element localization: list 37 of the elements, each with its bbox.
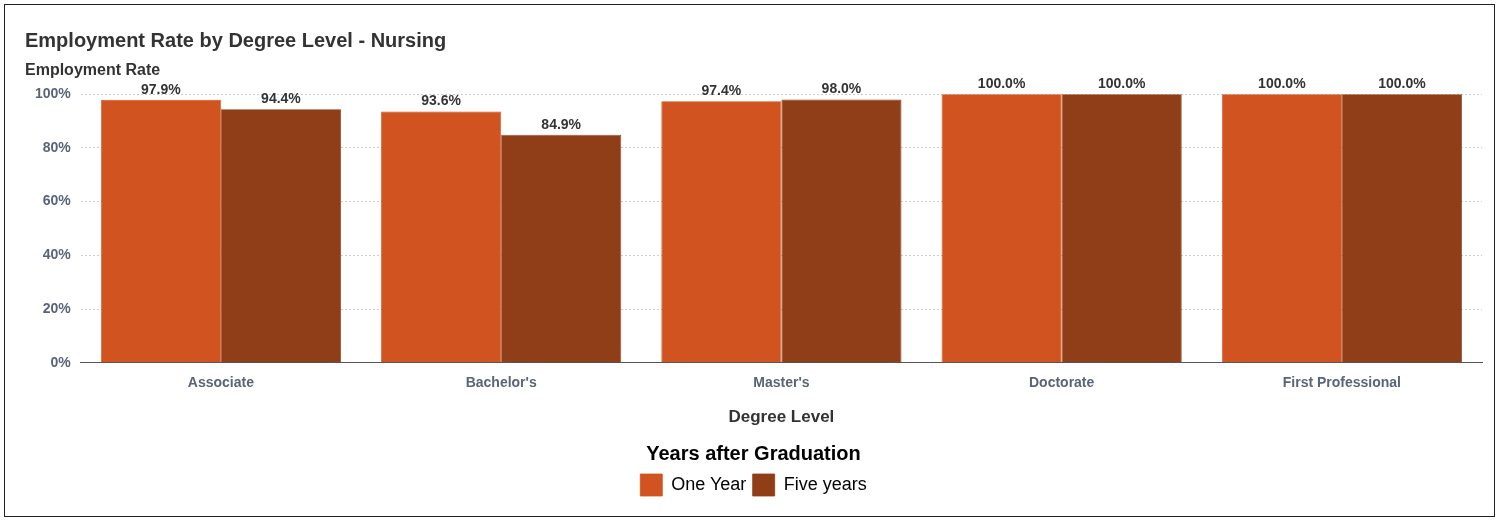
bar bbox=[661, 101, 782, 363]
data-label: 100.0% bbox=[1378, 75, 1427, 92]
x-tick-label: First Professional bbox=[1282, 374, 1402, 391]
x-tick-label: Bachelor's bbox=[465, 374, 537, 391]
bar bbox=[781, 99, 902, 363]
bar bbox=[1341, 94, 1462, 363]
data-label: 100.0% bbox=[1258, 75, 1307, 92]
y-tick-label: 80% bbox=[42, 138, 72, 155]
x-tick-label: Master's bbox=[753, 374, 810, 391]
bar bbox=[381, 111, 502, 363]
y-tick-label: 40% bbox=[42, 246, 72, 263]
bar bbox=[100, 99, 221, 363]
data-label: 100.0% bbox=[977, 75, 1026, 92]
data-label: 97.9% bbox=[141, 80, 182, 97]
y-tick-label: 20% bbox=[42, 299, 72, 316]
bar bbox=[941, 94, 1062, 363]
x-tick-label: Associate bbox=[187, 374, 255, 391]
y-tick-label: 60% bbox=[42, 192, 72, 209]
legend-title: Years after Graduation bbox=[646, 441, 861, 464]
data-label: 100.0% bbox=[1097, 75, 1146, 92]
chart-title: Employment Rate by Degree Level - Nursing bbox=[25, 28, 447, 51]
data-label: 94.4% bbox=[261, 90, 302, 107]
y-axis-title: Employment Rate bbox=[25, 61, 161, 79]
x-axis-title: Degree Level bbox=[728, 407, 835, 427]
legend-label: One Year bbox=[671, 473, 747, 494]
bar bbox=[220, 109, 342, 363]
bar bbox=[1221, 94, 1342, 363]
data-label: 97.4% bbox=[701, 82, 742, 99]
y-tick-label: 0% bbox=[50, 353, 72, 370]
y-tick-label: 100% bbox=[34, 85, 72, 102]
x-tick-label: Doctorate bbox=[1028, 374, 1095, 391]
data-label: 98.0% bbox=[821, 80, 862, 97]
bar bbox=[501, 134, 622, 363]
data-label: 93.6% bbox=[421, 92, 462, 109]
legend-label: Five years bbox=[783, 473, 867, 494]
data-label: 84.9% bbox=[541, 115, 582, 132]
bar bbox=[1061, 94, 1182, 363]
